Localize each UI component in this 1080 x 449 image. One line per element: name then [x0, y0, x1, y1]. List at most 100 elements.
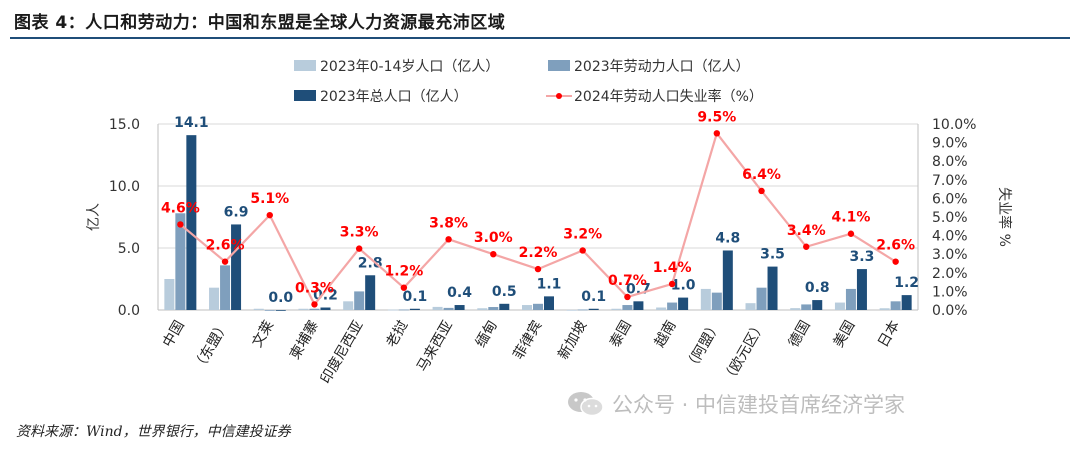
total-data-label: 0.4	[447, 285, 472, 301]
unemployment-point	[490, 251, 497, 258]
bar-3	[365, 275, 376, 310]
right-axis-tick: 5.0%	[932, 210, 968, 226]
category-label: 德国	[786, 318, 814, 350]
bar-1	[209, 287, 220, 310]
total-data-label: 2.8	[358, 255, 383, 271]
bar-2	[488, 307, 499, 310]
bar-3	[588, 308, 599, 310]
legend-swatch	[294, 90, 316, 101]
bar-1	[432, 306, 443, 310]
category-label: 柬埔寨	[286, 318, 322, 363]
left-axis-tick: 15.0	[109, 117, 140, 133]
category-label: （东盟）	[191, 318, 233, 374]
unemployment-data-label: 3.4%	[787, 223, 826, 239]
unemployment-point	[177, 221, 184, 228]
right-axis-tick: 4.0%	[932, 229, 968, 245]
bar-3	[186, 135, 197, 310]
category-label: 越南	[652, 318, 680, 350]
bar-2	[711, 292, 722, 310]
bar-3	[633, 301, 644, 310]
bar-3	[275, 310, 286, 311]
right-axis-tick: 6.0%	[932, 191, 968, 207]
legend-label: 2023年劳动力人口（亿人）	[574, 59, 750, 75]
unemployment-data-label: 0.3%	[295, 280, 334, 296]
bar-1	[522, 305, 532, 310]
legend-swatch	[548, 60, 570, 71]
category-label: （欧元区）	[720, 318, 769, 387]
unemployment-data-label: 5.1%	[250, 191, 289, 207]
total-data-label: 6.9	[224, 204, 249, 220]
bar-3	[409, 308, 420, 310]
unemployment-data-label: 3.8%	[429, 215, 468, 231]
unemployment-data-label: 0.7%	[608, 273, 647, 289]
wechat-icon	[568, 392, 604, 417]
title-divider	[10, 37, 1070, 39]
legend-label: 2023年0-14岁人口（亿人）	[320, 59, 499, 75]
total-data-label: 3.3	[850, 249, 875, 265]
watermark: 公众号 · 中信建投首席经济学家	[566, 389, 905, 419]
unemployment-point	[668, 280, 676, 288]
total-data-label: 3.5	[760, 247, 785, 263]
unemployment-point	[221, 258, 229, 265]
right-axis-tick: 3.0%	[932, 247, 968, 263]
total-data-label: 1.2	[894, 275, 919, 291]
bar-1	[164, 279, 175, 310]
category-label: 日本	[875, 318, 903, 350]
unemployment-data-label: 1.4%	[653, 260, 692, 276]
total-data-label: 0.1	[581, 289, 606, 305]
unemployment-data-label: 4.1%	[832, 210, 871, 226]
unemployment-data-label: 9.5%	[697, 109, 736, 125]
legend-marker	[556, 93, 562, 99]
category-label: 菲律宾	[511, 318, 546, 362]
bar-1	[253, 308, 264, 310]
bar-1	[343, 301, 354, 310]
bar-1	[879, 308, 890, 310]
right-axis-tick: 10.0%	[932, 117, 976, 133]
category-label: （阿盟）	[682, 318, 724, 374]
unemployment-data-label: 2.6%	[876, 238, 915, 254]
left-axis-tick: 5.0	[118, 241, 140, 257]
bar-2	[890, 301, 901, 310]
left-axis-tick: 10.0	[109, 179, 140, 195]
bar-3	[320, 307, 331, 310]
bar-2	[443, 307, 454, 310]
legend-label: 2023年总人口（亿人）	[320, 89, 468, 105]
left-axis-tick: 0.0	[118, 303, 140, 319]
total-data-label: 0.5	[492, 284, 517, 300]
bar-1	[790, 308, 801, 310]
category-label: 缅甸	[473, 318, 501, 350]
unemployment-point	[847, 230, 855, 237]
category-label: 新加坡	[555, 318, 590, 362]
bar-2	[533, 303, 543, 310]
chart-title: 图表 4：人口和劳动力：中国和东盟是全球人力资源最充沛区域	[14, 13, 506, 33]
bar-3	[901, 295, 912, 310]
category-label: 老挝	[383, 318, 411, 350]
right-axis-tick: 2.0%	[932, 266, 968, 282]
legend-label: 2024年劳动人口失业率（%）	[574, 88, 763, 105]
bar-1	[387, 309, 398, 311]
unemployment-point	[445, 236, 452, 243]
bar-2	[577, 309, 588, 311]
total-data-label: 4.8	[715, 230, 740, 246]
unemployment-data-label: 3.2%	[563, 226, 602, 242]
bar-1	[566, 309, 577, 311]
bar-3	[678, 297, 689, 310]
legend-swatch	[294, 60, 316, 71]
source-note: 资料来源：Wind，世界银行，中信建投证券	[16, 424, 291, 440]
unemployment-point	[892, 258, 899, 265]
right-axis-tick: 1.0%	[932, 284, 968, 300]
bar-3	[544, 296, 554, 310]
unemployment-point	[266, 211, 273, 219]
unemployment-point	[803, 243, 810, 250]
unemployment-data-label: 3.3%	[340, 225, 379, 241]
unemployment-data-label: 6.4%	[742, 167, 781, 183]
right-axis-tick: 0.0%	[932, 303, 968, 319]
watermark-text: 公众号 · 中信建投首席经济学家	[612, 393, 906, 417]
bar-1	[611, 308, 622, 310]
unemployment-point	[400, 284, 408, 291]
total-data-label: 0.8	[805, 280, 830, 296]
bar-2	[622, 305, 633, 310]
bar-1	[700, 288, 711, 310]
unemployment-point	[624, 293, 631, 301]
